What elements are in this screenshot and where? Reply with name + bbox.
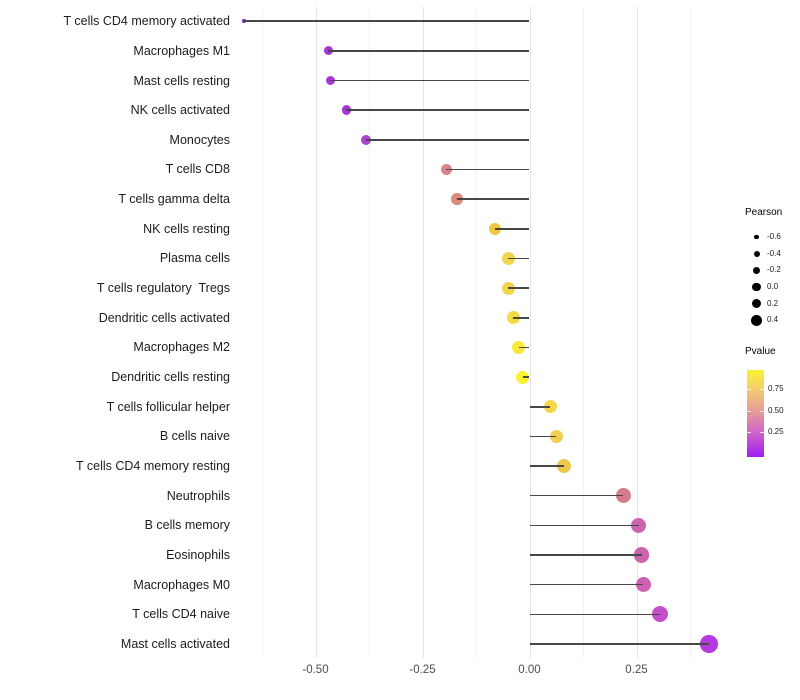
- pvalue-legend-tick-label: 0.25: [768, 427, 784, 437]
- y-axis-label: T cells regulatory Tregs: [96, 281, 230, 296]
- pearson-legend-label: 0.4: [767, 315, 779, 325]
- x-axis-tick-label: 0.25: [625, 664, 648, 676]
- gridline-minor: [262, 7, 263, 658]
- lollipop-stem: [529, 643, 709, 645]
- lollipop-stem: [529, 465, 564, 467]
- pearson-legend-label: -0.2: [767, 265, 781, 275]
- y-axis-label: Dendritic cells activated: [98, 310, 230, 325]
- y-axis-label: Eosinophils: [166, 547, 230, 562]
- y-axis-label: Macrophages M0: [133, 577, 230, 592]
- y-axis-label: Mast cells activated: [120, 636, 230, 651]
- y-axis-label: Neutrophils: [166, 488, 230, 503]
- y-axis-label: Mast cells resting: [133, 73, 230, 88]
- lollipop-dot: [633, 547, 650, 563]
- lollipop-dot: [630, 517, 647, 534]
- pearson-legend-label: -0.4: [767, 248, 781, 258]
- y-axis-label: Dendritic cells resting: [111, 370, 230, 385]
- pearson-legend-dot: [752, 282, 761, 292]
- pearson-legend-dot: [754, 234, 759, 240]
- lollipop-stem: [529, 524, 639, 527]
- lollipop-stem: [330, 79, 530, 82]
- y-axis-label: T cells follicular helper: [106, 399, 230, 414]
- lollipop-stem: [508, 287, 530, 289]
- gridline-minor: [690, 7, 691, 658]
- lollipop-stem: [244, 20, 530, 22]
- y-axis-label: Plasma cells: [159, 251, 230, 266]
- y-axis-label: Monocytes: [169, 132, 230, 147]
- lollipop-stem: [529, 583, 644, 586]
- pearson-legend-dot: [752, 266, 761, 274]
- x-axis-tick-label: 0.00: [518, 664, 541, 676]
- y-axis-label: B cells naive: [159, 429, 230, 444]
- lollipop-stem: [522, 376, 530, 378]
- pvalue-tick-mark: [747, 410, 751, 412]
- pvalue-gradient-bar: [747, 370, 764, 457]
- pearson-legend-label: -0.6: [767, 232, 781, 241]
- lollipop-dot: [700, 635, 718, 653]
- pearson-legend-dot: [751, 298, 762, 309]
- y-axis-label: NK cells resting: [143, 221, 230, 236]
- lollipop-stem: [529, 435, 557, 438]
- y-axis-label: T cells CD4 memory resting: [76, 459, 230, 474]
- lollipop-dot: [652, 606, 669, 623]
- gridline-major: [315, 7, 317, 658]
- pearson-legend-label: 0.2: [767, 298, 779, 308]
- lollipop-stem: [529, 613, 661, 616]
- lollipop-dot: [556, 459, 571, 474]
- lollipop-stem: [346, 109, 530, 111]
- pvalue-tick-mark: [747, 388, 751, 390]
- lollipop-dot: [549, 429, 564, 444]
- gridline-major: [529, 7, 531, 658]
- lollipop-stem: [457, 198, 530, 200]
- lollipop-stem: [494, 227, 530, 230]
- lollipop-dot: [543, 399, 558, 414]
- gridline-minor: [583, 7, 584, 658]
- lollipop-dot: [615, 488, 631, 504]
- lollipop-stem: [529, 554, 642, 556]
- lollipop-stem: [529, 494, 624, 497]
- gridline-minor: [476, 7, 477, 658]
- lollipop-dot: [635, 576, 652, 593]
- pearson-legend-title: Pearson: [745, 207, 783, 218]
- pvalue-legend-tick-label: 0.75: [768, 383, 784, 393]
- gridline-major: [636, 7, 638, 658]
- y-axis-label: Macrophages M2: [133, 340, 230, 355]
- lollipop-stem: [508, 257, 530, 260]
- y-axis-label: T cells CD8: [165, 162, 230, 177]
- y-axis-label: T cells gamma delta: [118, 192, 230, 207]
- lollipop-stem: [513, 316, 530, 319]
- x-axis-tick-label: -0.25: [409, 664, 436, 676]
- pvalue-tick-mark: [760, 388, 764, 390]
- pvalue-legend-tick-label: 0.50: [768, 405, 784, 415]
- pearson-legend-dot: [751, 314, 762, 326]
- lollipop-stem: [446, 168, 530, 171]
- lollipop-stem: [518, 346, 530, 349]
- gridline-minor: [369, 7, 370, 658]
- lollipop-stem: [365, 139, 530, 141]
- pvalue-tick-mark: [760, 432, 764, 434]
- pvalue-tick-mark: [747, 432, 751, 434]
- pvalue-legend-title: Pvalue: [745, 346, 776, 357]
- pvalue-tick-mark: [760, 410, 764, 412]
- lollipop-stem: [529, 405, 551, 408]
- y-axis-label: T cells CD4 naive: [132, 607, 230, 622]
- gridline-major: [422, 7, 424, 658]
- pearson-legend-dot: [753, 250, 760, 257]
- y-axis-label: Macrophages M1: [133, 43, 230, 58]
- y-axis-label: T cells CD4 memory activated: [63, 14, 231, 29]
- y-axis-label: NK cells activated: [130, 103, 230, 118]
- x-axis-tick-label: -0.50: [302, 664, 329, 676]
- lollipop-stem: [328, 50, 530, 52]
- pearson-legend-label: 0.0: [767, 281, 779, 291]
- y-axis-label: B cells memory: [144, 518, 230, 533]
